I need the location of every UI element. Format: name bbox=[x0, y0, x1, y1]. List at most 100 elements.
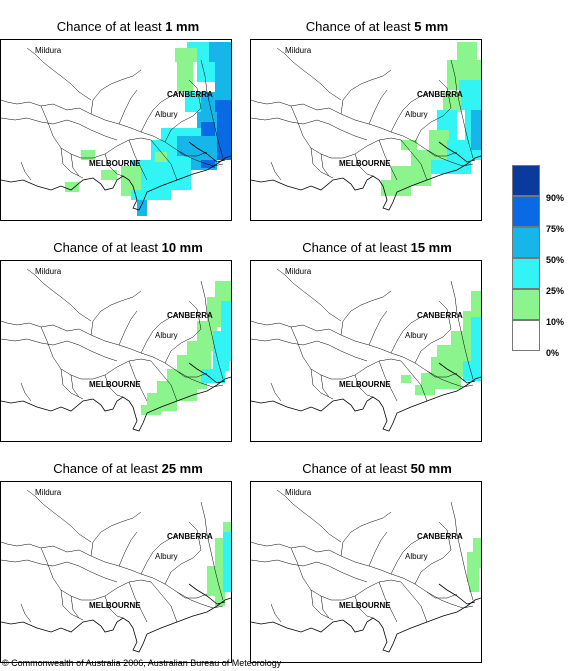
district-boundary bbox=[426, 591, 458, 599]
district-boundary bbox=[40, 547, 152, 601]
state-border bbox=[188, 141, 226, 163]
city-melbourne: MELBOURNE bbox=[89, 601, 141, 610]
probability-cell bbox=[471, 291, 481, 321]
district-boundary bbox=[368, 89, 388, 125]
coastline bbox=[1, 155, 231, 211]
panel-title-10mm: Chance of at least 10 mm bbox=[53, 240, 203, 255]
district-boundary bbox=[140, 91, 182, 133]
city-canberra: CANBERRA bbox=[417, 90, 463, 99]
probability-cell bbox=[155, 152, 167, 162]
district-boundary bbox=[1, 338, 118, 362]
map-canvas bbox=[1, 489, 231, 653]
legend-box-10 bbox=[512, 289, 540, 320]
probability-cell bbox=[209, 42, 231, 62]
probability-cell bbox=[215, 281, 231, 301]
map-15mm: Mildura CANBERRA Albury MELBOURNE bbox=[250, 260, 482, 442]
probability-cell bbox=[215, 62, 231, 92]
district-boundary bbox=[251, 320, 474, 388]
probability-cell bbox=[141, 405, 161, 415]
probability-cell bbox=[101, 170, 117, 180]
map-canvas bbox=[251, 489, 481, 653]
district-boundary bbox=[188, 300, 202, 330]
probability-cell bbox=[137, 200, 147, 216]
city-melbourne: MELBOURNE bbox=[339, 159, 391, 168]
district-boundary bbox=[200, 59, 224, 159]
legend-box-50 bbox=[512, 227, 540, 258]
district-boundary bbox=[20, 603, 32, 623]
district-boundary bbox=[276, 47, 342, 101]
district-boundary bbox=[26, 268, 92, 322]
district-boundary bbox=[450, 501, 474, 601]
probability-cell bbox=[469, 578, 479, 592]
city-albury: Albury bbox=[155, 110, 178, 119]
district-boundary bbox=[270, 161, 282, 181]
district-boundary bbox=[310, 147, 334, 179]
district-boundary bbox=[70, 374, 80, 398]
district-boundary bbox=[290, 547, 402, 601]
coastline bbox=[251, 597, 481, 653]
district-boundary bbox=[60, 589, 84, 621]
district-boundary bbox=[140, 312, 182, 354]
legend-box-90 bbox=[512, 165, 540, 196]
district-boundary bbox=[251, 541, 474, 609]
city-mildura: Mildura bbox=[285, 46, 312, 55]
district-boundary bbox=[438, 521, 452, 551]
probability-cell bbox=[431, 160, 471, 174]
probability-cell bbox=[121, 166, 141, 196]
probability-cell bbox=[215, 592, 225, 606]
district-boundary bbox=[104, 153, 124, 177]
district-boundary bbox=[60, 368, 84, 400]
probability-legend bbox=[512, 165, 540, 351]
district-boundary bbox=[164, 328, 202, 364]
district-boundary bbox=[200, 501, 224, 601]
district-boundary bbox=[320, 374, 330, 398]
district-boundary bbox=[1, 320, 224, 388]
district-boundary bbox=[251, 559, 368, 583]
district-boundary bbox=[251, 99, 474, 167]
city-albury: Albury bbox=[405, 110, 428, 119]
district-boundary bbox=[310, 368, 334, 400]
district-boundary bbox=[368, 310, 388, 346]
city-melbourne: MELBOURNE bbox=[339, 380, 391, 389]
district-boundary bbox=[118, 531, 138, 567]
district-boundary bbox=[20, 161, 32, 181]
district-boundary bbox=[310, 589, 334, 621]
district-boundary bbox=[20, 382, 32, 402]
district-boundary bbox=[438, 79, 452, 109]
city-canberra: CANBERRA bbox=[417, 532, 463, 541]
district-boundary bbox=[270, 603, 282, 623]
district-boundary bbox=[60, 147, 84, 179]
probability-cell bbox=[201, 369, 225, 383]
copyright-footer: © Commonwealth of Australia 2006, Austra… bbox=[2, 658, 282, 668]
city-mildura: Mildura bbox=[35, 488, 62, 497]
district-boundary bbox=[118, 310, 138, 346]
panel-title-50mm: Chance of at least 50 mm bbox=[302, 461, 452, 476]
state-border bbox=[438, 362, 476, 384]
city-albury: Albury bbox=[155, 331, 178, 340]
state-border bbox=[438, 583, 476, 605]
coastline bbox=[1, 376, 231, 432]
district-boundary bbox=[354, 595, 374, 619]
city-mildura: Mildura bbox=[285, 267, 312, 276]
district-boundary bbox=[270, 382, 282, 402]
district-boundary bbox=[400, 581, 428, 623]
probability-cell bbox=[215, 100, 231, 160]
district-boundary bbox=[400, 139, 428, 181]
district-boundary bbox=[118, 89, 138, 125]
map-1mm: Mildura CANBERRA Albury MELBOURNE bbox=[0, 39, 232, 221]
district-boundary bbox=[164, 549, 202, 585]
district-boundary bbox=[390, 312, 432, 354]
probability-cell bbox=[447, 140, 467, 162]
state-border bbox=[438, 141, 476, 163]
map-canvas bbox=[1, 42, 231, 216]
district-boundary bbox=[390, 91, 432, 133]
city-mildura: Mildura bbox=[285, 488, 312, 497]
district-boundary bbox=[251, 338, 368, 362]
district-boundary bbox=[400, 360, 428, 402]
probability-cell bbox=[207, 566, 223, 596]
map-50mm: Mildura CANBERRA Albury MELBOURNE bbox=[250, 481, 482, 663]
district-boundary bbox=[320, 595, 330, 619]
district-boundary bbox=[104, 374, 124, 398]
city-albury: Albury bbox=[405, 552, 428, 561]
district-boundary bbox=[90, 290, 142, 336]
